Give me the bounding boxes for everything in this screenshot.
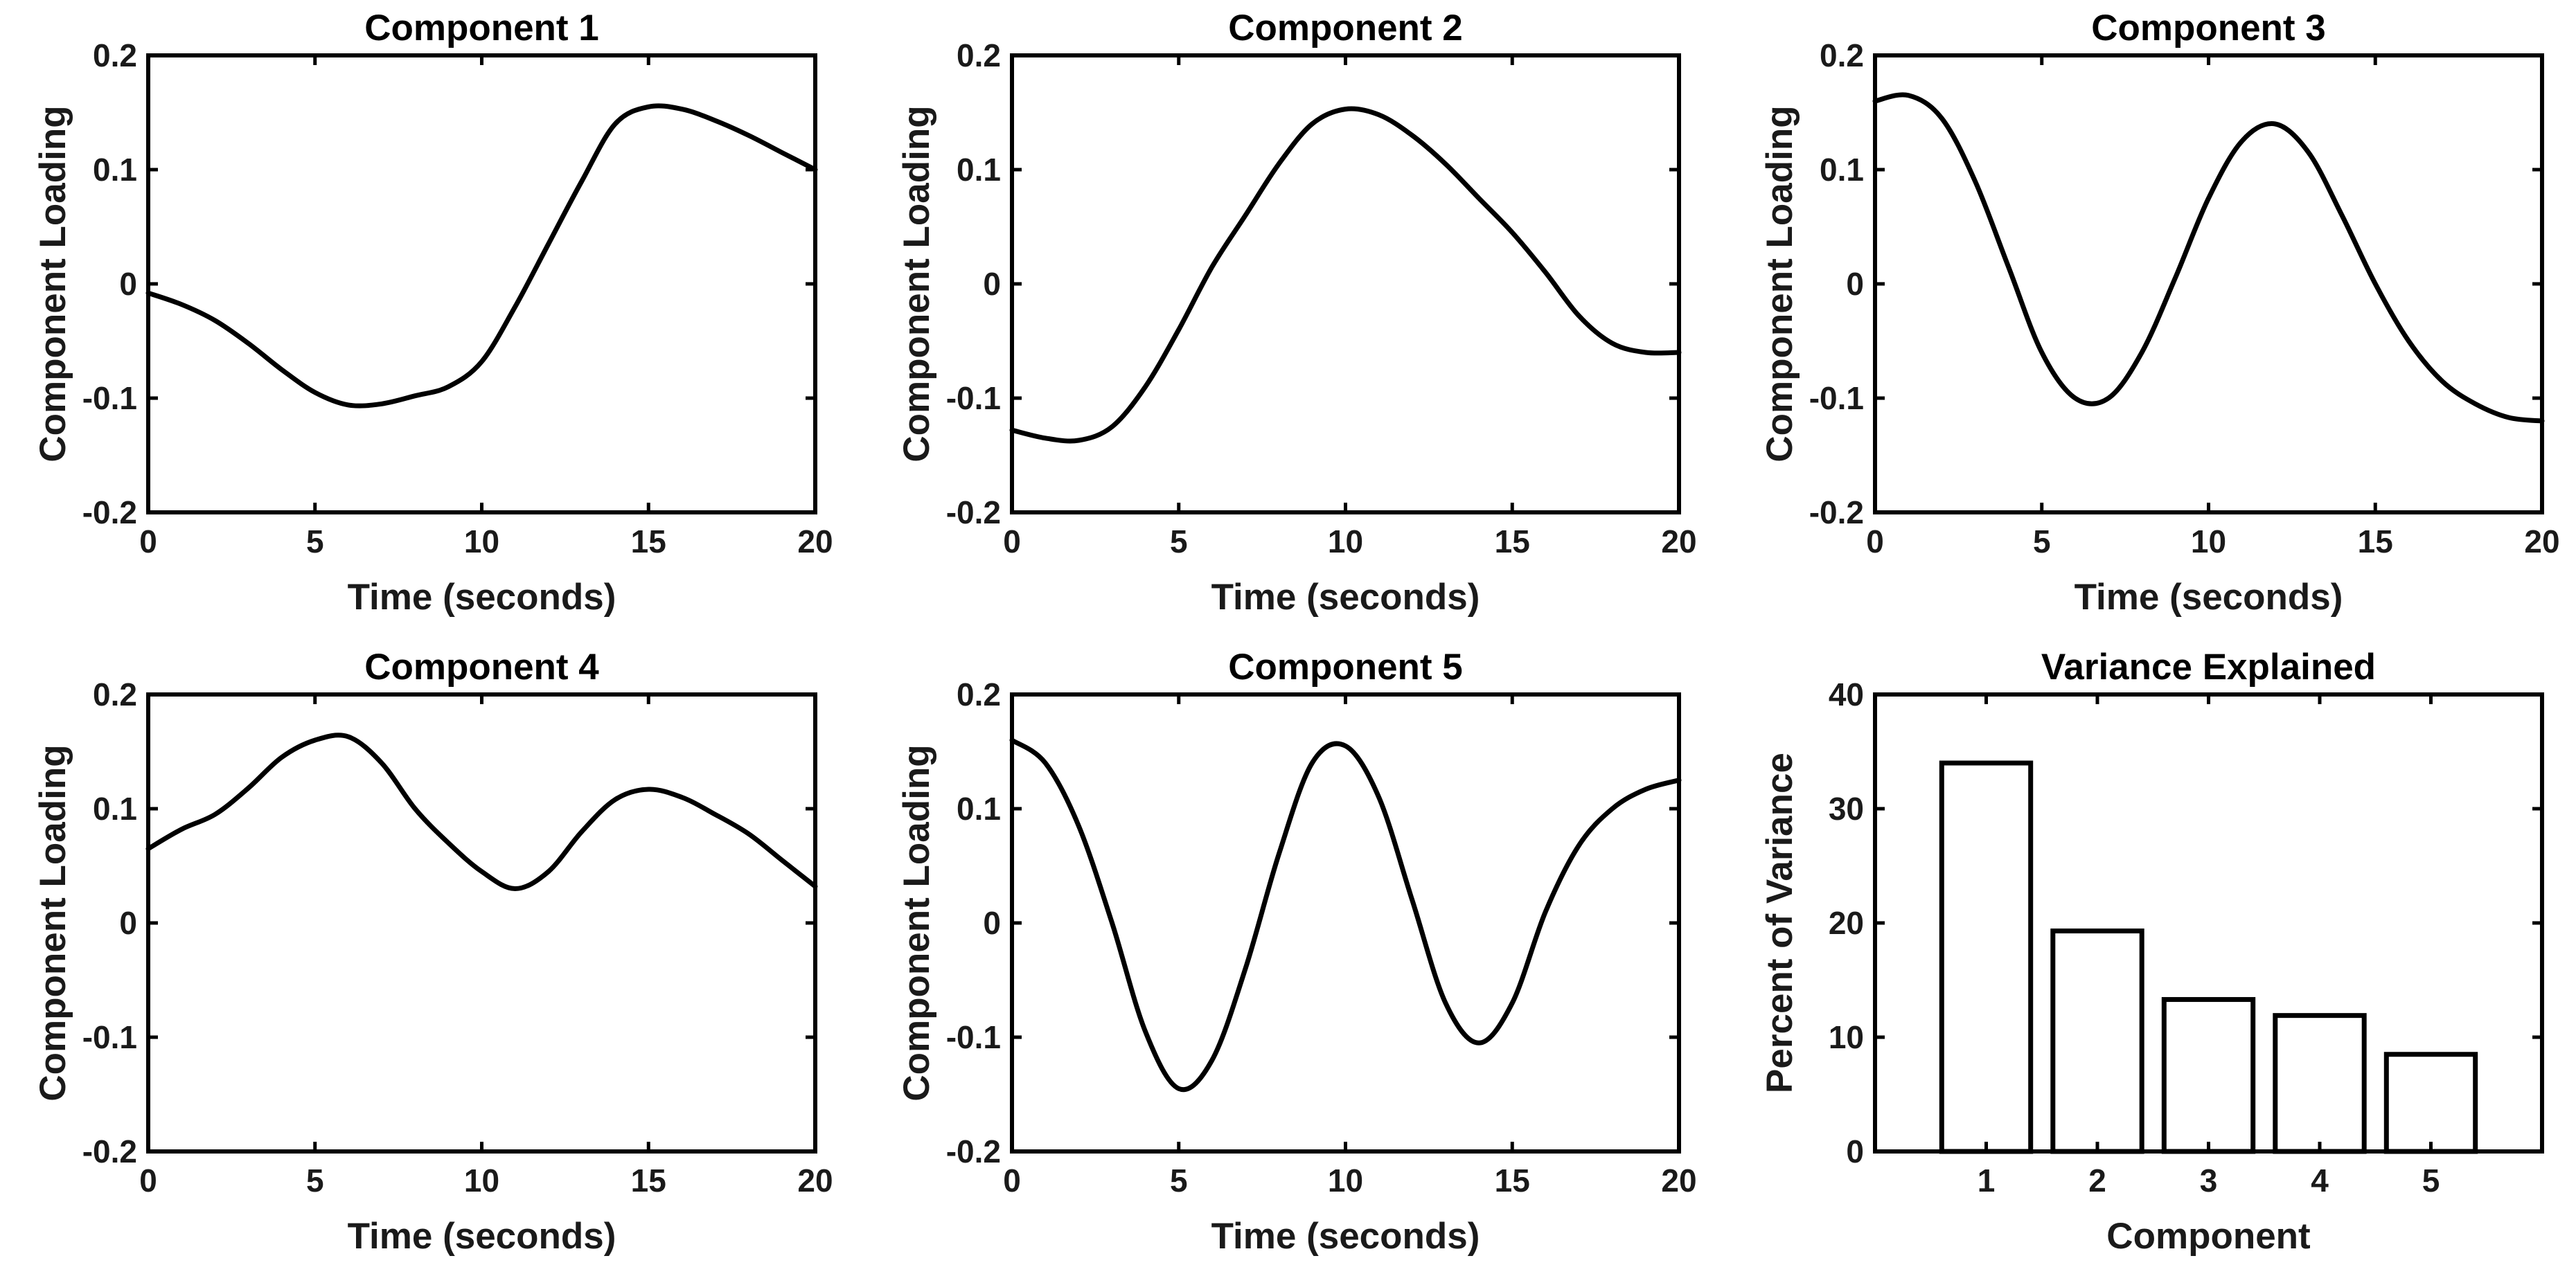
y-tick-label: -0.1 [1809, 380, 1864, 416]
panel-2: -0.2 -0.1 0 0.1 0.2 0 5 10 15 20 Component 2 Time (… [896, 8, 1697, 618]
x-tick-label: 4 [2311, 1163, 2329, 1199]
x-tick-label: 5 [1170, 1163, 1188, 1199]
x-tick-label: 0 [139, 1163, 157, 1199]
y-tick-label: 20 [1829, 905, 1864, 941]
x-tick-label: 0 [139, 523, 157, 559]
panel-1-x-axis-label: Time (seconds) [348, 577, 616, 618]
panel-1-y-axis-label: Component Loading [33, 105, 73, 462]
panel-3: -0.2 -0.1 0 0.1 0.2 0 5 10 15 20 Component 3 Time (… [1759, 8, 2560, 618]
x-tick-label: 10 [2191, 523, 2226, 559]
y-tick-label: 30 [1829, 791, 1864, 827]
panel-6-x-axis-label: Component [2106, 1216, 2310, 1257]
x-tick-label: 1 [1978, 1163, 1996, 1199]
x-tick-label: 15 [631, 523, 666, 559]
panel-5-x-axis-label: Time (seconds) [1211, 1216, 1480, 1257]
y-tick-label: -0.1 [946, 1019, 1001, 1055]
line-component-3 [1872, 92, 2545, 424]
y-tick-label: -0.2 [946, 1133, 1001, 1169]
panel-4: -0.2 -0.1 0 0.1 0.2 0 5 10 15 20 Component 4 Time (… [33, 647, 833, 1257]
x-tick-label: 5 [2033, 523, 2051, 559]
y-tick-label: 0 [983, 905, 1001, 941]
bar-component-3 [2161, 997, 2256, 1154]
y-tick-label: 0.1 [1820, 152, 1864, 188]
panel-3-y-axis-label: Component Loading [1759, 105, 1800, 462]
y-tick-label: 0.2 [93, 37, 137, 73]
x-tick-label: 3 [2200, 1163, 2218, 1199]
x-tick-label: 5 [1170, 523, 1188, 559]
line-component-4 [145, 733, 818, 891]
panel-2-x-axis-label: Time (seconds) [1211, 577, 1480, 618]
x-tick-label: 2 [2088, 1163, 2106, 1199]
x-tick-label: 5 [306, 523, 324, 559]
panel-5: -0.2 -0.1 0 0.1 0.2 0 5 10 15 20 Component 5 Time (… [896, 647, 1697, 1257]
panel-6-y-axis-label: Percent of Variance [1759, 753, 1800, 1093]
x-tick-label: 20 [1661, 523, 1696, 559]
line-component-2 [1009, 106, 1682, 444]
panel-5-y-axis-label: Component Loading [896, 744, 937, 1101]
panel-4-y-axis-label: Component Loading [33, 744, 73, 1101]
x-tick-label: 15 [2358, 523, 2393, 559]
panel-4-title: Component 4 [364, 647, 599, 688]
y-tick-label: 0 [1846, 1133, 1864, 1169]
x-tick-label: 15 [1495, 523, 1530, 559]
line-component-5 [1009, 737, 1682, 1093]
panel-1-axes-frame [146, 53, 817, 514]
panel-2-title: Component 2 [1228, 8, 1463, 48]
panel-4-x-axis-label: Time (seconds) [348, 1216, 616, 1257]
panel-3-axes-frame [1873, 53, 2544, 514]
x-tick-label: 20 [797, 1163, 833, 1199]
x-tick-label: 0 [1003, 523, 1021, 559]
x-tick-label: 15 [1495, 1163, 1530, 1199]
x-tick-label: 20 [1661, 1163, 1696, 1199]
y-tick-label: 0.1 [93, 791, 137, 827]
x-tick-label: 10 [1328, 1163, 1363, 1199]
x-tick-label: 10 [1328, 523, 1363, 559]
y-tick-label: -0.2 [946, 494, 1001, 530]
panel-3-title: Component 3 [2091, 8, 2326, 48]
y-tick-label: 0 [119, 266, 137, 302]
panel-2-y-axis-label: Component Loading [896, 105, 937, 462]
bar-component-1 [1939, 760, 2034, 1154]
bar-component-4 [2273, 1013, 2367, 1154]
y-tick-label: 10 [1829, 1019, 1864, 1055]
y-tick-label: -0.1 [82, 380, 137, 416]
bar-component-2 [2050, 928, 2144, 1154]
y-tick-label: 0.1 [93, 152, 137, 188]
line-component-1 [145, 103, 818, 409]
x-tick-label: 0 [1866, 523, 1884, 559]
y-tick-label: 0 [1846, 266, 1864, 302]
x-tick-label: 15 [631, 1163, 666, 1199]
bar-component-5 [2383, 1052, 2478, 1154]
y-tick-label: -0.2 [1809, 494, 1864, 530]
panel-4-axes-frame [146, 692, 817, 1154]
x-tick-label: 0 [1003, 1163, 1021, 1199]
panel-1-title: Component 1 [364, 8, 599, 48]
y-tick-label: 0 [983, 266, 1001, 302]
y-tick-label: -0.1 [82, 1019, 137, 1055]
x-tick-label: 10 [464, 523, 499, 559]
panel-1: -0.2 -0.1 0 0.1 0.2 0 5 10 15 20 Component 1 Time (… [33, 8, 833, 618]
y-tick-label: 0 [119, 905, 137, 941]
y-tick-label: 0.2 [1820, 37, 1864, 73]
x-tick-label: 20 [797, 523, 833, 559]
x-tick-label: 5 [306, 1163, 324, 1199]
x-tick-label: 20 [2524, 523, 2559, 559]
y-tick-label: 0.1 [957, 791, 1001, 827]
y-tick-label: -0.1 [946, 380, 1001, 416]
panel-6: 0 10 20 30 40 1 2 3 4 5 Variance Explained Componen… [1759, 647, 2544, 1257]
panel-5-title: Component 5 [1228, 647, 1463, 688]
y-tick-label: 0.2 [957, 676, 1001, 712]
panel-3-x-axis-label: Time (seconds) [2075, 577, 2343, 618]
x-tick-label: 10 [464, 1163, 499, 1199]
x-tick-label: 5 [2422, 1163, 2440, 1199]
panel-6-title: Variance Explained [2041, 647, 2376, 688]
y-tick-label: -0.2 [82, 1133, 137, 1169]
y-tick-label: 0.1 [957, 152, 1001, 188]
y-tick-label: -0.2 [82, 494, 137, 530]
y-tick-label: 40 [1829, 676, 1864, 712]
y-tick-label: 0.2 [957, 37, 1001, 73]
panel-2-axes-frame [1010, 53, 1681, 514]
y-tick-label: 0.2 [93, 676, 137, 712]
